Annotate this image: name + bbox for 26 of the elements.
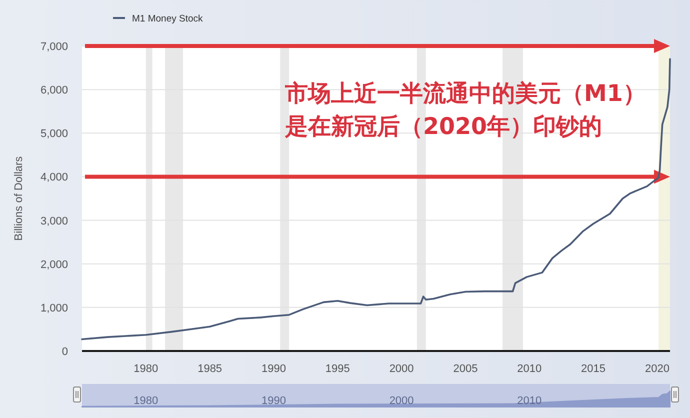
annotation: 市场上近一半流通中的美元（M1） bbox=[284, 80, 646, 107]
y-tick-label: 2,000 bbox=[40, 258, 68, 271]
x-tick-label: 2020 bbox=[644, 363, 670, 375]
legend-label: M1 Money Stock bbox=[132, 14, 203, 24]
x-tick-label: 2000 bbox=[389, 395, 414, 407]
x-tick-label: 1980 bbox=[134, 363, 158, 375]
y-tick-label: 0 bbox=[62, 346, 68, 358]
x-tick-label: 2010 bbox=[517, 363, 542, 375]
line-series bbox=[81, 58, 671, 340]
x-tick-label: 1990 bbox=[261, 395, 286, 407]
x-tick-label: 1995 bbox=[325, 363, 350, 375]
y-tick-label: 7,000 bbox=[40, 41, 68, 53]
y-tick-label: 5,000 bbox=[40, 128, 68, 140]
x-tick-label: 2010 bbox=[517, 395, 542, 407]
x-tick-label: 1990 bbox=[261, 363, 286, 375]
x-tick-label: 2015 bbox=[581, 363, 606, 375]
x-tick-label: 2005 bbox=[453, 363, 478, 375]
x-tick-label: 2000 bbox=[389, 363, 414, 375]
x-tick-label: 1985 bbox=[198, 363, 222, 375]
y-tick-label: 6,000 bbox=[40, 84, 68, 97]
y-tick-label: 1,000 bbox=[40, 302, 68, 314]
annotation: 是在新冠后（2020年）印钞的 bbox=[284, 113, 602, 140]
x-tick-label: 1980 bbox=[134, 395, 158, 407]
y-tick-label: 3,000 bbox=[40, 215, 68, 228]
y-axis-title: Billions of Dollars bbox=[13, 156, 25, 241]
y-tick-label: 4,000 bbox=[40, 172, 68, 184]
